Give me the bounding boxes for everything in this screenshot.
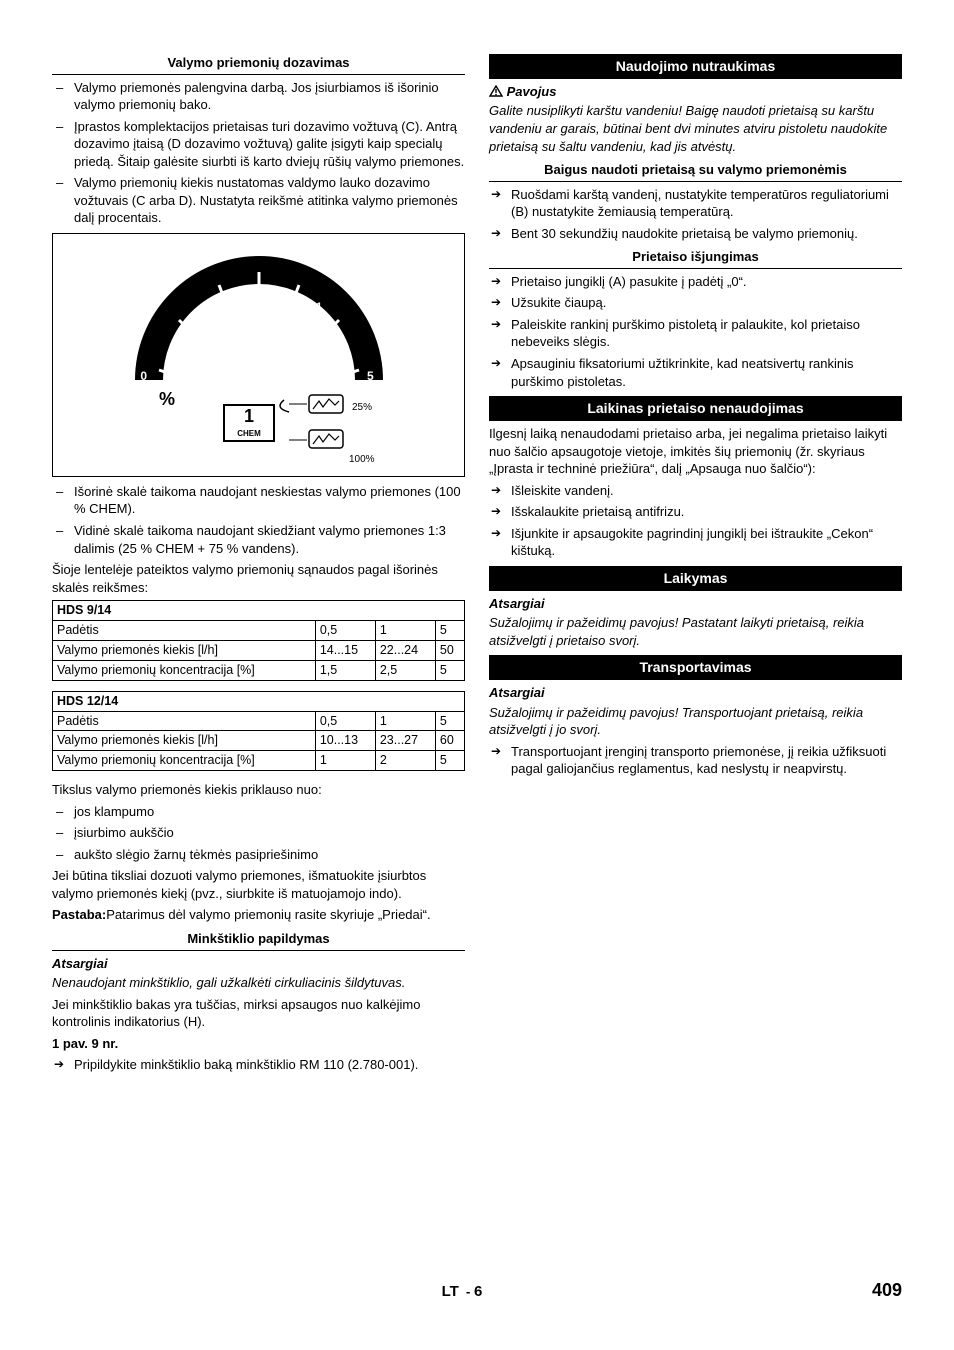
dosage-heading: Valymo priemonių dozavimas	[52, 54, 465, 75]
list-item: Užsukite čiaupą.	[489, 294, 902, 312]
list-item: Apsauginiu fiksatoriumi užtikrinkite, ka…	[489, 355, 902, 390]
caution-title: Atsargiai	[52, 955, 465, 973]
svg-text:CHEM: CHEM	[237, 429, 261, 438]
cell: 0,5	[315, 711, 375, 731]
cell: Padėtis	[53, 711, 316, 731]
cell: 5	[435, 660, 464, 680]
cell: 2,5	[375, 660, 435, 680]
list-item: Valymo priemonių kiekis nustatomas valdy…	[52, 174, 465, 227]
cell: 1,5	[315, 660, 375, 680]
dosage-intro-list: Valymo priemonės palengvina darbą. Jos į…	[52, 79, 465, 227]
list-item: Išskalaukite prietaisą antifrizu.	[489, 503, 902, 521]
cell: 50	[435, 640, 464, 660]
cell: 14...15	[315, 640, 375, 660]
storage-heading: Laikymas	[489, 566, 902, 591]
caution-title: Atsargiai	[489, 595, 902, 613]
warning-icon	[489, 85, 503, 97]
cell: 5	[435, 751, 464, 771]
transport-heading: Transportavimas	[489, 655, 902, 680]
gauge-figure: 0.5 0.12 1 0.25 1.25 5 0 % 1 CHEM 25%	[52, 233, 465, 477]
cell: 1	[375, 621, 435, 641]
cell: 1	[375, 711, 435, 731]
cell: 23...27	[375, 731, 435, 751]
list-item: Prietaiso jungiklį (A) pasukite į padėtį…	[489, 273, 902, 291]
caution-after: Jei minkštiklio bakas yra tuščias, mirks…	[52, 996, 465, 1031]
scale-notes: Išorinė skalė taikoma naudojant neskiest…	[52, 483, 465, 557]
table-title: HDS 9/14	[53, 601, 465, 621]
list-item: Ruošdami karštą vandenį, nustatykite tem…	[489, 186, 902, 221]
softener-steps: Pripildykite minkštiklio baką minkštikli…	[52, 1056, 465, 1074]
list-item: įsiurbimo aukščio	[52, 824, 465, 842]
idle-heading: Laikinas prietaiso nenaudojimas	[489, 396, 902, 421]
cell: Valymo priemonių koncentracija [%]	[53, 751, 316, 771]
after-detergent-heading: Baigus naudoti prietaisą su valymo priem…	[489, 161, 902, 182]
list-item: Transportuojant įrenginį transporto prie…	[489, 743, 902, 778]
svg-text:1: 1	[315, 301, 321, 313]
svg-text:100%: 100%	[349, 454, 375, 465]
list-item: Išjunkite ir apsaugokite pagrindinį jung…	[489, 525, 902, 560]
cell: 10...13	[315, 731, 375, 751]
note-text: Patarimus dėl valymo priemonių rasite sk…	[106, 907, 430, 922]
table-title: HDS 12/14	[53, 691, 465, 711]
table-hds-9-14: HDS 9/14 Padėtis 0,5 1 5 Valymo priemonė…	[52, 600, 465, 681]
list-item: aukšto slėgio žarnų tėkmės pasipriešinim…	[52, 846, 465, 864]
cell: 2	[375, 751, 435, 771]
svg-text:1.25: 1.25	[326, 371, 342, 380]
svg-text:0.25: 0.25	[301, 325, 317, 334]
cell: 1	[315, 751, 375, 771]
table-intro: Šioje lentelėje pateiktos valymo priemon…	[52, 561, 465, 596]
list-item: jos klampumo	[52, 803, 465, 821]
gauge-svg: 0.5 0.12 1 0.25 1.25 5 0 % 1 CHEM 25%	[109, 240, 409, 470]
caution-title: Atsargiai	[489, 684, 902, 702]
cell: 0,5	[315, 621, 375, 641]
table-hds-12-14: HDS 12/14 Padėtis 0,5 1 5 Valymo priemon…	[52, 691, 465, 772]
cell: 5	[435, 711, 464, 731]
list-item: Vidinė skalė taikoma naudojant skiedžian…	[52, 522, 465, 557]
idle-steps: Išleiskite vandenį. Išskalaukite prietai…	[489, 482, 902, 560]
list-item: Bent 30 sekundžių naudokite prietaisą be…	[489, 225, 902, 243]
list-item: Paleiskite rankinį purškimo pistoletą ir…	[489, 316, 902, 351]
abs-page: 409	[872, 1278, 902, 1302]
svg-text:0.5: 0.5	[252, 287, 265, 297]
svg-text:5: 5	[367, 369, 374, 383]
measure-note: Jei būtina tiksliai dozuoti valymo priem…	[52, 867, 465, 902]
fig-ref: 1 pav. 9 nr.	[52, 1035, 465, 1053]
svg-text:25%: 25%	[352, 402, 372, 413]
after-detergent-steps: Ruošdami karštą vandenį, nustatykite tem…	[489, 186, 902, 243]
after-tables: Tikslus valymo priemonės kiekis priklaus…	[52, 781, 465, 799]
note-label: Pastaba:	[52, 907, 106, 922]
list-item: Įprastos komplektacijos prietaisas turi …	[52, 118, 465, 171]
lang-code: LT	[442, 1283, 459, 1300]
depends-list: jos klampumo įsiurbimo aukščio aukšto sl…	[52, 803, 465, 864]
list-item: Pripildykite minkštiklio baką minkštikli…	[52, 1056, 465, 1074]
list-item: Išleiskite vandenį.	[489, 482, 902, 500]
svg-text:1: 1	[243, 406, 253, 426]
page-num: 6	[474, 1283, 482, 1300]
cell: Valymo priemonės kiekis [l/h]	[53, 640, 316, 660]
idle-intro: Ilgesnį laiką nenaudodami prietaiso arba…	[489, 425, 902, 478]
danger-title: Pavojus	[489, 83, 902, 101]
switchoff-heading: Prietaiso išjungimas	[489, 248, 902, 269]
cell: 22...24	[375, 640, 435, 660]
svg-text:%: %	[159, 389, 175, 409]
page-footer: LT - 6 409	[52, 1278, 902, 1302]
note: Pastaba:Patarimus dėl valymo priemonių r…	[52, 906, 465, 924]
cell: Padėtis	[53, 621, 316, 641]
caution-body: Nenaudojant minkštiklio, gali užkalkėti …	[52, 974, 465, 992]
caution-body: Sužalojimų ir pažeidimų pavojus! Pastata…	[489, 614, 902, 649]
caution-body: Sužalojimų ir pažeidimų pavojus! Transpo…	[489, 704, 902, 739]
cell: Valymo priemonių koncentracija [%]	[53, 660, 316, 680]
danger-body: Galite nusiplikyti karštu vandeniu! Baig…	[489, 102, 902, 155]
svg-text:0: 0	[140, 369, 147, 383]
list-item: Išorinė skalė taikoma naudojant neskiest…	[52, 483, 465, 518]
switchoff-steps: Prietaiso jungiklį (A) pasukite į padėtį…	[489, 273, 902, 390]
list-item: Valymo priemonės palengvina darbą. Jos į…	[52, 79, 465, 114]
cell: 5	[435, 621, 464, 641]
cell: Valymo priemonės kiekis [l/h]	[53, 731, 316, 751]
shutdown-heading: Naudojimo nutraukimas	[489, 54, 902, 79]
svg-text:0.12: 0.12	[251, 303, 267, 312]
transport-steps: Transportuojant įrenginį transporto prie…	[489, 743, 902, 778]
cell: 60	[435, 731, 464, 751]
softener-heading: Minkštiklio papildymas	[52, 930, 465, 951]
